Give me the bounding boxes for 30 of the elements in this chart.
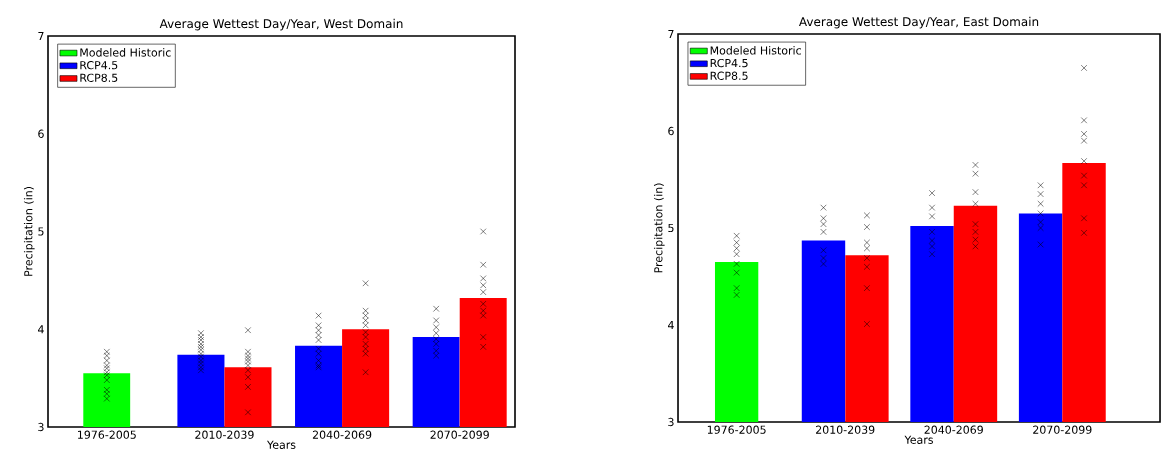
- y-tick-label: 7: [668, 30, 674, 39]
- x-tick-label: 2070-2099: [1033, 425, 1092, 434]
- y-tick-label: 4: [668, 321, 674, 330]
- x-tick-label: 2010-2039: [195, 430, 254, 439]
- x-tick-label: 2040-2069: [312, 430, 372, 439]
- x-tick-label: 2010-2039: [816, 425, 875, 434]
- legend-label: RCP8.5: [80, 73, 118, 82]
- x-tick-label: 1976-2005: [78, 430, 136, 439]
- y-axis-title: Precipitation (in): [653, 183, 665, 273]
- chart-title: Average Wettest Day/Year, East Domain: [798, 16, 1039, 29]
- legend-label: RCP4.5: [80, 60, 118, 70]
- y-axis-title: Precipitation (in): [23, 187, 35, 276]
- legend-label: RCP8.5: [710, 71, 748, 80]
- x-tick-label: 2040-2069: [924, 425, 983, 434]
- y-tick-label: 4: [38, 325, 44, 334]
- x-tick-label: 2070-2099: [430, 430, 489, 439]
- y-tick-label: 7: [38, 31, 44, 41]
- chart-title: Average Wettest Day/Year, West Domain: [159, 18, 403, 31]
- y-tick-label: 6: [668, 126, 674, 136]
- y-tick-label: 3: [38, 422, 44, 432]
- legend-label: Modeled Historic: [80, 48, 171, 57]
- y-tick-label: 5: [38, 227, 44, 236]
- x-tick-label: 1976-2005: [707, 425, 766, 434]
- y-tick-label: 5: [668, 223, 674, 233]
- legend-label: RCP4.5: [710, 58, 748, 68]
- x-axis-title: Years: [266, 440, 296, 449]
- y-tick-label: 3: [668, 417, 674, 427]
- legend-label: Modeled Historic: [710, 46, 801, 55]
- y-tick-label: 6: [38, 129, 44, 138]
- x-axis-title: Years: [904, 435, 933, 444]
